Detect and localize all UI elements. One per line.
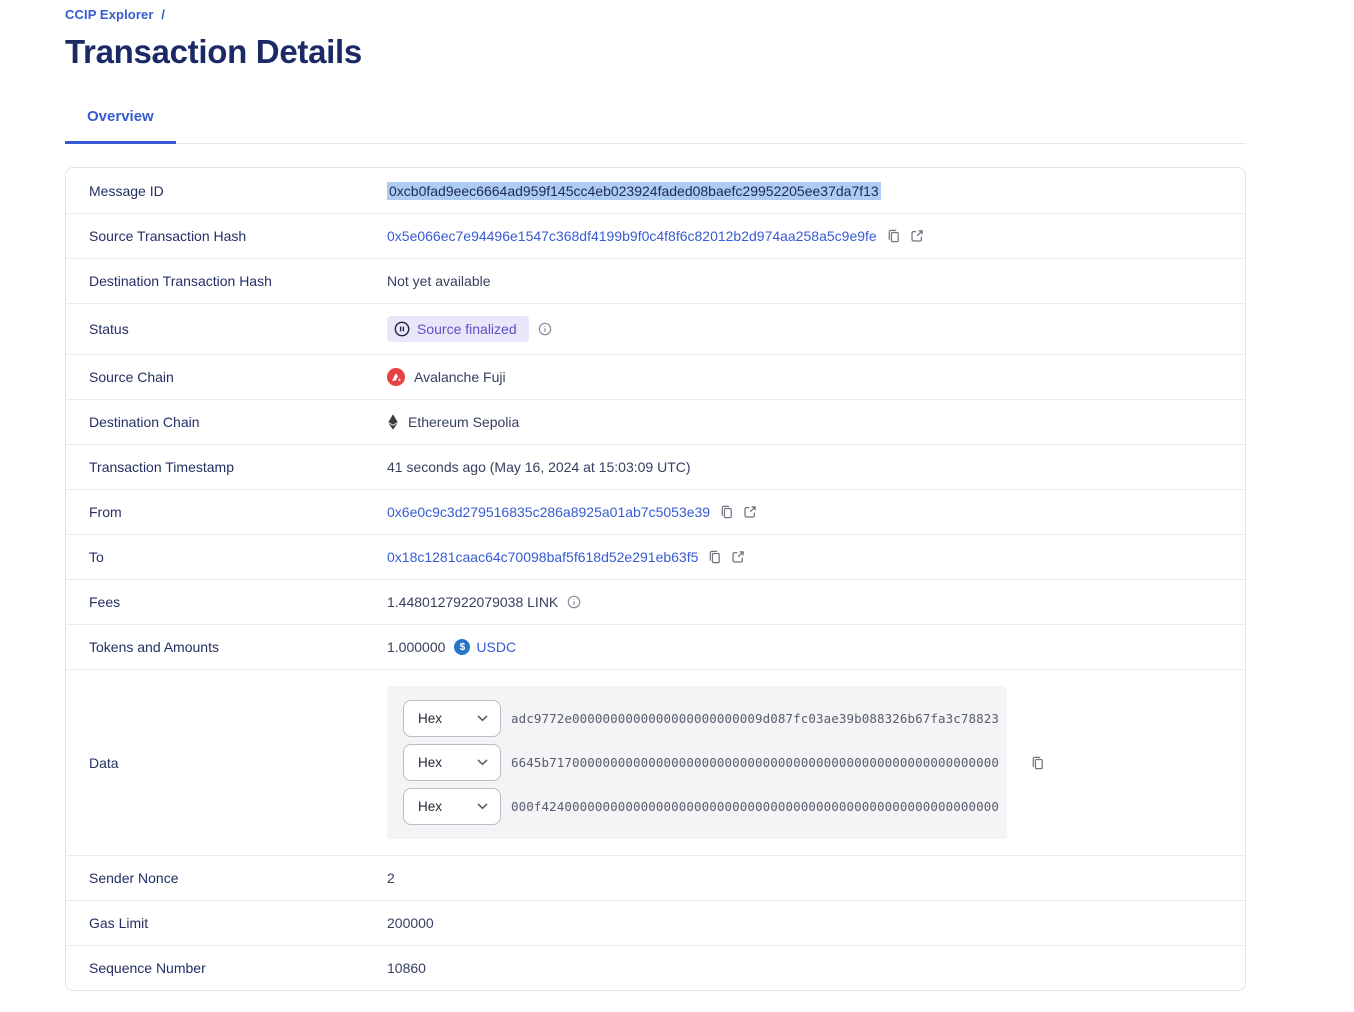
data-format-label: Hex xyxy=(418,711,443,726)
ethereum-sepolia-icon xyxy=(387,413,399,431)
table-row-tokens: Tokens and Amounts 1.000000 $ USDC xyxy=(66,624,1245,669)
copy-icon[interactable] xyxy=(1030,755,1045,771)
table-row-data: Data Hex adc9772e00000000000000000000 xyxy=(66,669,1245,855)
to-address-link[interactable]: 0x18c1281caac64c70098baf5f618d52e291eb63… xyxy=(387,549,699,565)
external-link-icon[interactable] xyxy=(731,550,745,564)
row-label-data: Data xyxy=(89,754,119,771)
external-link-icon[interactable] xyxy=(910,229,924,243)
row-label-dest-tx-hash: Destination Transaction Hash xyxy=(89,273,272,289)
row-label-from: From xyxy=(89,504,122,520)
table-row-status: Status Source finalized xyxy=(66,303,1245,354)
info-icon[interactable] xyxy=(567,595,581,609)
data-line: Hex adc9772e0000000000000000000000009d08… xyxy=(403,700,999,737)
row-label-timestamp: Transaction Timestamp xyxy=(89,459,234,475)
table-row-dest-tx-hash: Destination Transaction Hash Not yet ava… xyxy=(66,258,1245,303)
data-box: Hex adc9772e0000000000000000000000009d08… xyxy=(387,686,1007,839)
row-label-source-chain: Source Chain xyxy=(89,369,174,385)
sequence-number-value: 10860 xyxy=(387,960,426,976)
data-hex-value: 000f424000000000000000000000000000000000… xyxy=(511,799,1000,814)
avalanche-fuji-icon xyxy=(387,368,405,386)
message-id-value: 0xcb0fad9eec6664ad959f145cc4eb023924fade… xyxy=(387,181,881,200)
table-row-from: From 0x6e0c9c3d279516835c286a8925a01ab7c… xyxy=(66,489,1245,534)
status-source-finalized-icon xyxy=(394,321,410,337)
table-row-timestamp: Transaction Timestamp 41 seconds ago (Ma… xyxy=(66,444,1245,489)
status-badge-label: Source finalized xyxy=(417,321,517,337)
copy-icon[interactable] xyxy=(719,504,734,520)
external-link-icon[interactable] xyxy=(743,505,757,519)
details-table: Message ID 0xcb0fad9eec6664ad959f145cc4e… xyxy=(65,167,1246,991)
tab-overview[interactable]: Overview xyxy=(65,108,176,144)
info-icon[interactable] xyxy=(538,322,552,336)
chevron-down-icon xyxy=(477,715,488,722)
row-label-gas-limit: Gas Limit xyxy=(89,915,149,931)
timestamp-value: 41 seconds ago (May 16, 2024 at 15:03:09… xyxy=(387,459,691,475)
table-row-sequence-number: Sequence Number 10860 xyxy=(66,945,1245,990)
copy-icon[interactable] xyxy=(707,549,722,565)
row-label-source-tx-hash: Source Transaction Hash xyxy=(89,228,247,244)
chevron-down-icon xyxy=(477,803,488,810)
page-title: Transaction Details xyxy=(65,33,362,70)
row-label-sender-nonce: Sender Nonce xyxy=(89,870,179,886)
data-hex-value: adc9772e0000000000000000000000009d087fc0… xyxy=(511,711,1000,726)
table-row-to: To 0x18c1281caac64c70098baf5f618d52e291e… xyxy=(66,534,1245,579)
copy-icon[interactable] xyxy=(886,228,901,244)
data-line: Hex 000f42400000000000000000000000000000… xyxy=(403,788,999,825)
table-row-source-chain: Source Chain Avalanche Fuji xyxy=(66,354,1245,399)
sender-nonce-value: 2 xyxy=(387,870,395,886)
usdc-icon: $ xyxy=(454,639,471,655)
fees-value: 1.4480127922079038 LINK xyxy=(387,594,559,610)
from-address-link[interactable]: 0x6e0c9c3d279516835c286a8925a01ab7c5053e… xyxy=(387,504,711,520)
table-row-gas-limit: Gas Limit 200000 xyxy=(66,900,1245,945)
token-link-usdc[interactable]: USDC xyxy=(476,639,517,655)
row-label-fees: Fees xyxy=(89,594,121,610)
row-label-sequence-number: Sequence Number xyxy=(89,960,206,976)
row-label-dest-chain: Destination Chain xyxy=(89,414,200,430)
status-badge: Source finalized xyxy=(387,316,529,342)
data-format-select[interactable]: Hex xyxy=(403,700,501,737)
table-row-sender-nonce: Sender Nonce 2 xyxy=(66,855,1245,900)
row-label-status: Status xyxy=(89,321,129,337)
breadcrumb: CCIP Explorer / xyxy=(65,7,1246,22)
row-label-message-id: Message ID xyxy=(89,182,164,199)
row-label-to: To xyxy=(89,549,104,565)
gas-limit-value: 200000 xyxy=(387,915,434,931)
data-format-label: Hex xyxy=(418,799,443,814)
data-line: Hex 6645b7170000000000000000000000000000… xyxy=(403,744,999,781)
row-label-tokens: Tokens and Amounts xyxy=(89,639,219,655)
token-amount: 1.000000 xyxy=(387,639,446,655)
chevron-down-icon xyxy=(477,759,488,766)
data-format-select[interactable]: Hex xyxy=(403,744,501,781)
dest-chain-name: Ethereum Sepolia xyxy=(408,414,520,430)
data-format-label: Hex xyxy=(418,755,443,770)
table-row-dest-chain: Destination Chain Ethereum Sepolia xyxy=(66,399,1245,444)
source-chain-name: Avalanche Fuji xyxy=(414,369,506,385)
table-row-fees: Fees 1.4480127922079038 LINK xyxy=(66,579,1245,624)
tab-bar: Overview xyxy=(65,108,1246,144)
source-tx-hash-link[interactable]: 0x5e066ec7e94496e1547c368df4199b9f0c4f8f… xyxy=(387,228,877,244)
data-hex-value: 6645b71700000000000000000000000000000000… xyxy=(511,755,1000,770)
breadcrumb-link-ccip-explorer[interactable]: CCIP Explorer xyxy=(65,7,154,22)
table-row-message-id: Message ID 0xcb0fad9eec6664ad959f145cc4e… xyxy=(66,168,1245,213)
table-row-source-tx-hash: Source Transaction Hash 0x5e066ec7e94496… xyxy=(66,213,1245,258)
transaction-details-page: CCIP Explorer / Transaction Details Over… xyxy=(65,0,1246,991)
breadcrumb-separator: / xyxy=(161,7,165,22)
dest-tx-hash-value: Not yet available xyxy=(387,273,491,289)
data-format-select[interactable]: Hex xyxy=(403,788,501,825)
